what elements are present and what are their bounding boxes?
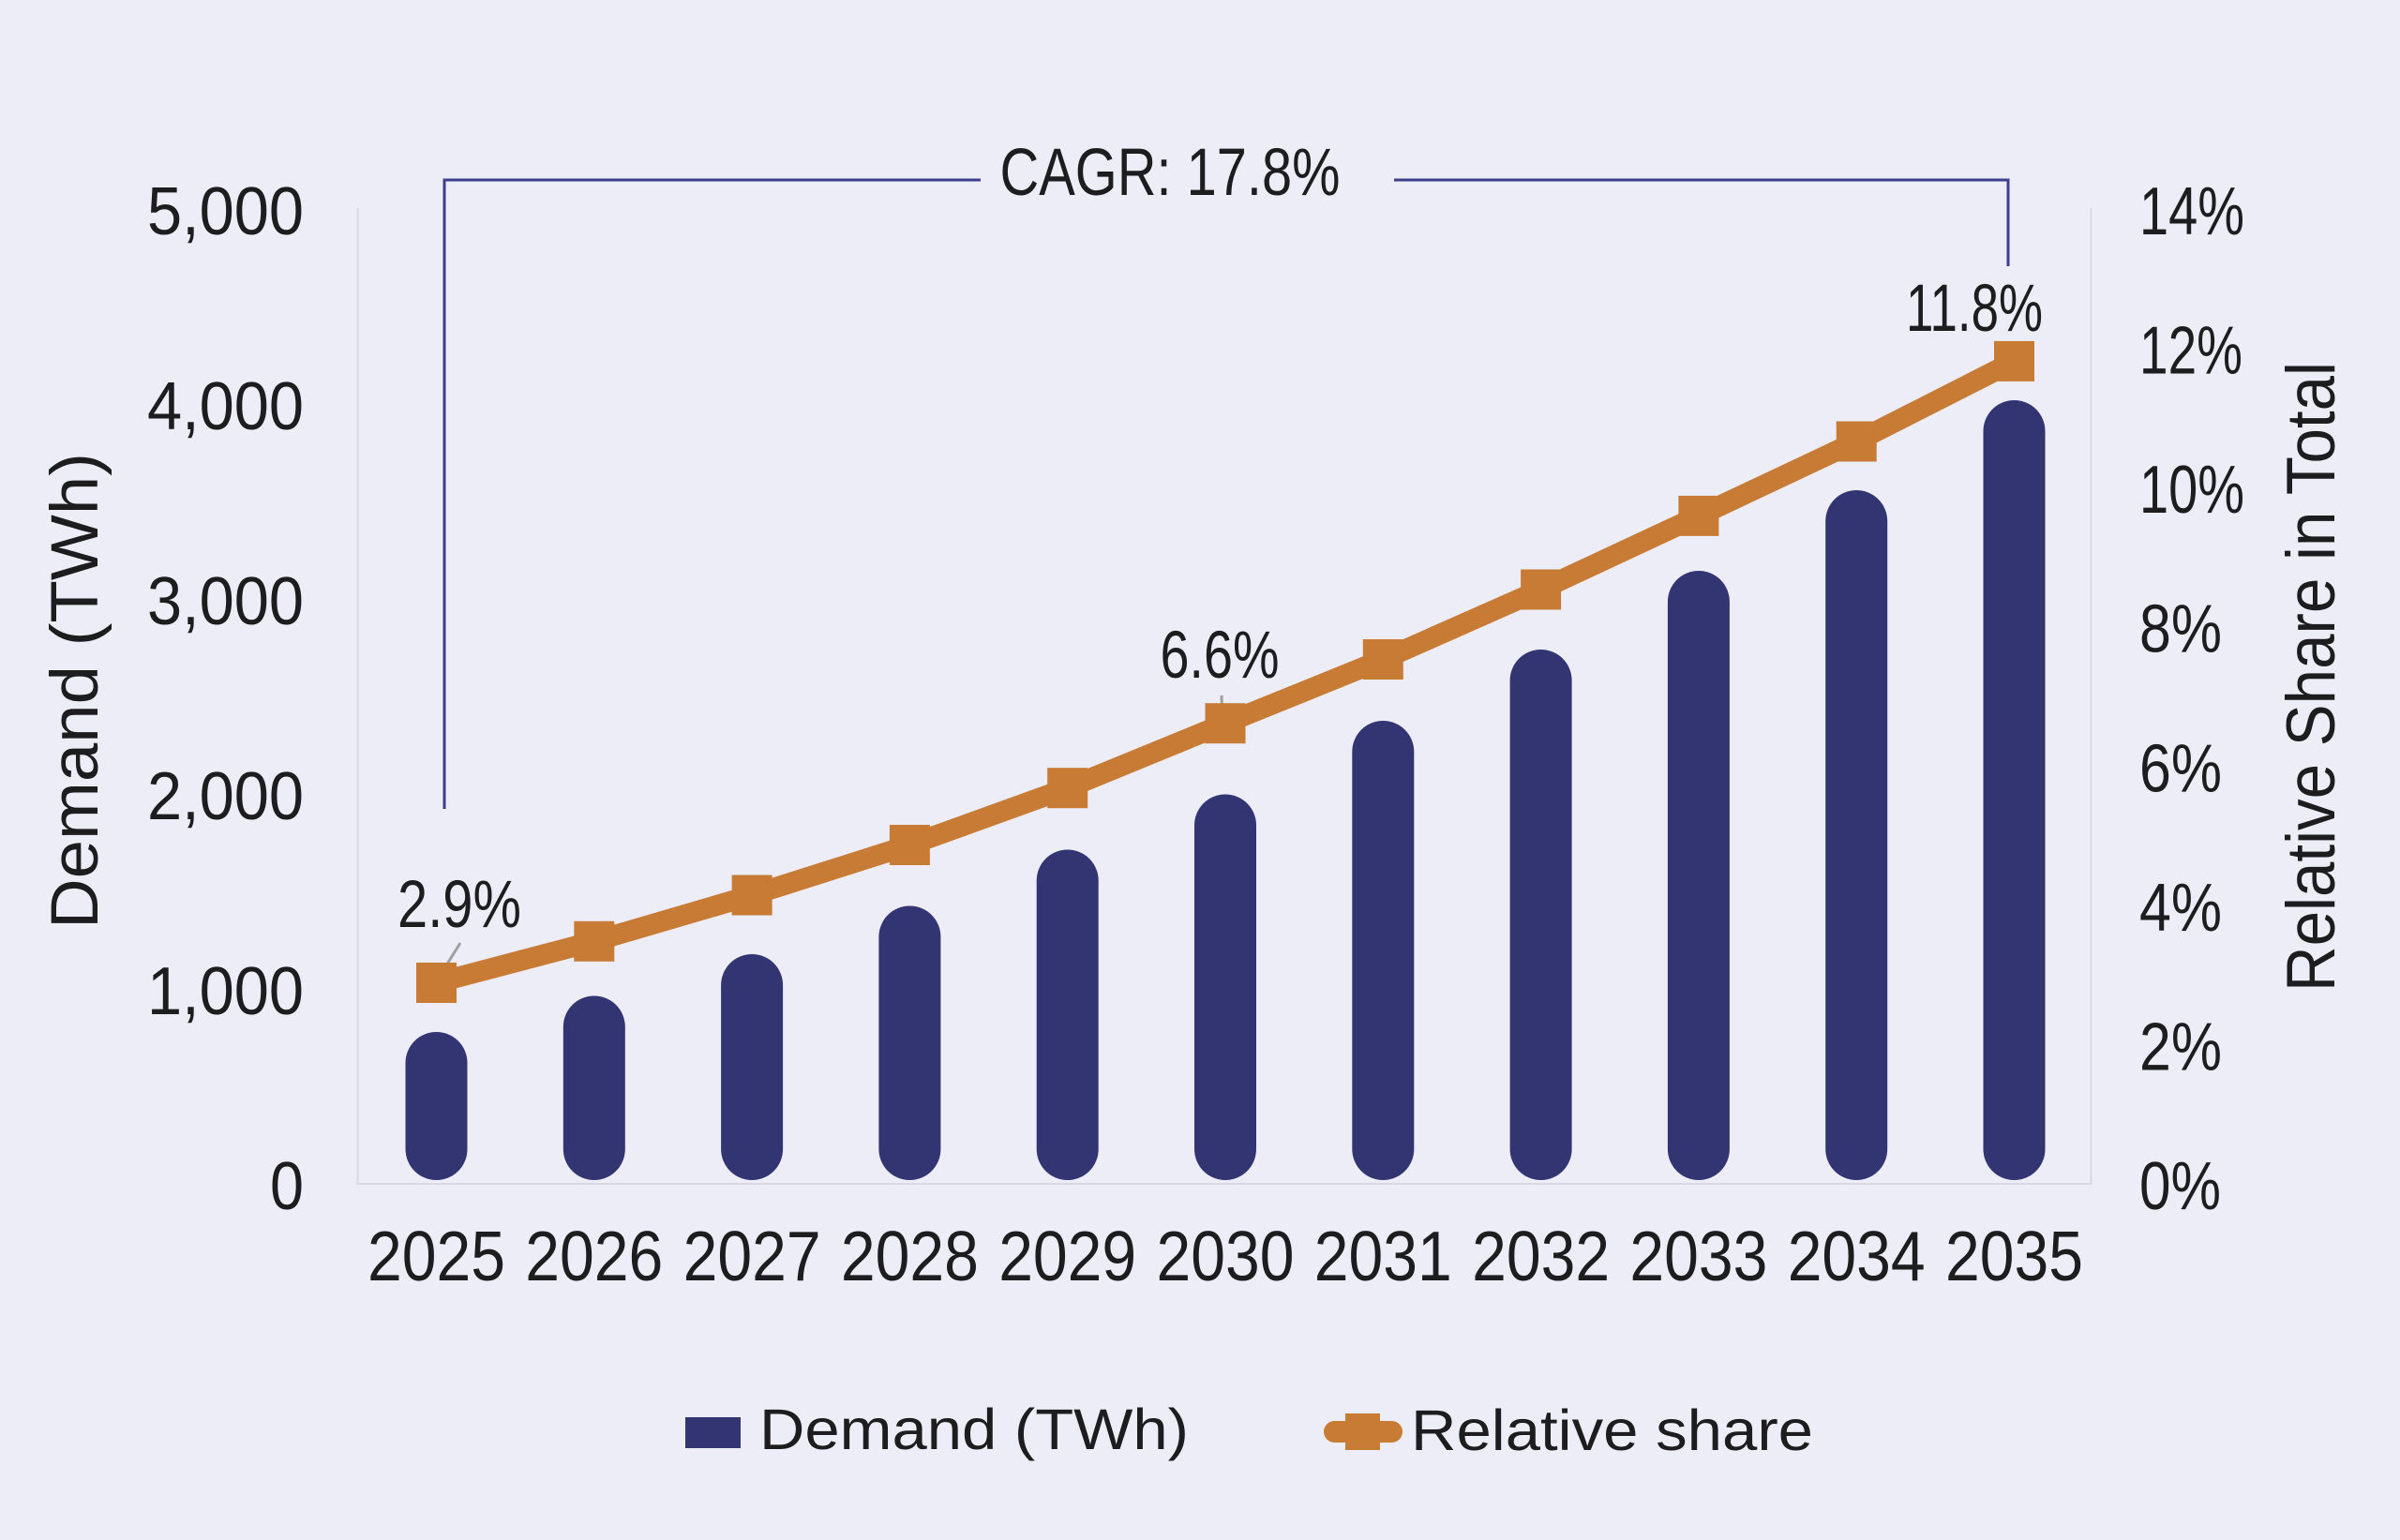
svg-text:CAGR: 17.8%: CAGR: 17.8% [1000,136,1341,210]
svg-text:2030: 2030 [1157,1217,1295,1295]
svg-text:12%: 12% [2139,314,2242,389]
svg-text:0: 0 [270,1149,304,1224]
svg-text:4%: 4% [2139,871,2222,946]
svg-text:2%: 2% [2139,1009,2222,1084]
svg-text:2029: 2029 [998,1217,1136,1295]
svg-text:2035: 2035 [1945,1217,2083,1295]
svg-text:0%: 0% [2139,1149,2221,1224]
svg-text:Relative Share in Total: Relative Share in Total [2273,362,2349,992]
svg-text:Demand (TWh): Demand (TWh) [759,1398,1189,1461]
svg-text:4,000: 4,000 [147,369,304,444]
svg-text:6.6%: 6.6% [1161,619,1280,693]
svg-text:Relative share: Relative share [1411,1398,1813,1462]
svg-text:2026: 2026 [525,1217,663,1295]
svg-text:2.9%: 2.9% [398,868,521,942]
svg-text:14%: 14% [2139,174,2244,249]
svg-text:3,000: 3,000 [147,564,304,639]
svg-text:2034: 2034 [1788,1217,1926,1295]
svg-text:2,000: 2,000 [147,759,304,834]
svg-text:2025: 2025 [368,1217,505,1295]
svg-text:2032: 2032 [1472,1217,1610,1295]
svg-text:10%: 10% [2139,453,2244,528]
svg-text:2033: 2033 [1629,1217,1767,1295]
svg-text:Demand (TWh): Demand (TWh) [38,453,112,929]
svg-text:5,000: 5,000 [147,174,304,249]
svg-text:1,000: 1,000 [147,954,304,1029]
svg-text:2027: 2027 [683,1217,821,1295]
svg-text:11.8%: 11.8% [1906,272,2043,346]
svg-text:2031: 2031 [1314,1217,1452,1295]
svg-text:8%: 8% [2139,592,2222,667]
svg-text:6%: 6% [2139,731,2222,806]
svg-text:2028: 2028 [841,1217,979,1295]
